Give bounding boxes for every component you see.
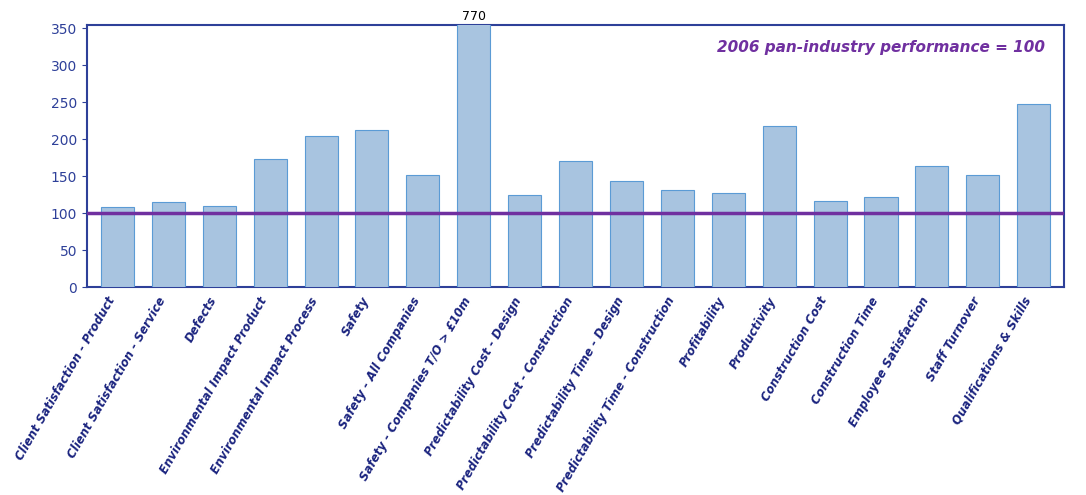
Bar <box>813 201 847 287</box>
Bar <box>508 195 541 287</box>
Bar <box>457 0 490 287</box>
Bar <box>254 158 287 287</box>
Bar <box>406 175 440 287</box>
Bar <box>915 166 948 287</box>
Bar <box>661 190 694 287</box>
Bar <box>355 130 389 287</box>
Bar <box>864 197 897 287</box>
Bar <box>559 161 592 287</box>
Text: 2006 pan-industry performance = 100: 2006 pan-industry performance = 100 <box>717 41 1045 55</box>
Text: 770: 770 <box>462 9 485 23</box>
Bar <box>967 175 999 287</box>
Bar <box>304 136 338 287</box>
Bar <box>610 181 643 287</box>
Bar <box>1018 104 1050 287</box>
Bar <box>101 207 134 287</box>
Bar <box>711 193 745 287</box>
Bar <box>152 202 185 287</box>
Bar <box>203 206 236 287</box>
Bar <box>762 126 796 287</box>
